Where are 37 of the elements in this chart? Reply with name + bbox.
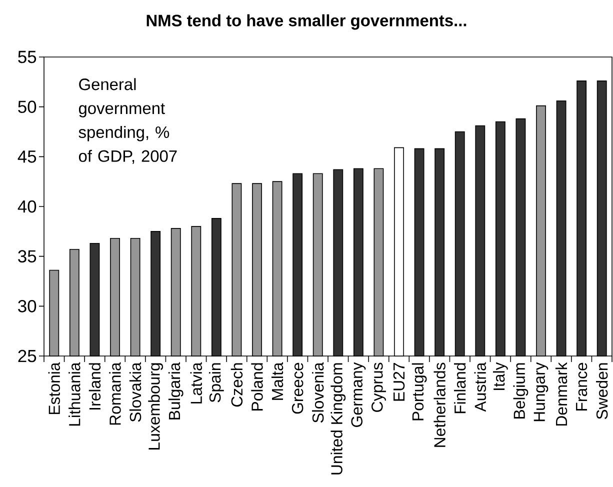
x-tick-label: Italy: [493, 362, 508, 390]
x-tick-label: Austria: [474, 362, 486, 412]
x-tick-label: Lithuania: [68, 362, 80, 426]
y-tick-label: 55: [18, 50, 36, 64]
annotation: General government spending, % of GDP, 2007: [78, 78, 177, 164]
x-tick-label: Czech: [230, 363, 243, 407]
x-tick-label: United Kingdom: [330, 363, 346, 474]
x-tick-label: Denmark: [555, 362, 568, 426]
y-tick-label: 50: [18, 100, 36, 114]
x-tick-label: Portugal: [412, 363, 427, 420]
x-tick-label: Poland: [251, 363, 263, 411]
x-tick-label: Greece: [292, 362, 304, 414]
x-tick-label: EU27: [393, 363, 405, 401]
x-tick-label: Finland: [454, 363, 466, 414]
x-tick-label: Ireland: [88, 363, 101, 410]
x-tick-label: Netherlands: [434, 362, 446, 447]
y-tick-label: 25: [18, 350, 36, 362]
x-tick-label: Slovenia: [312, 362, 324, 423]
x-tick-label: Bulgaria: [168, 362, 184, 420]
x-tick-label: Cyprus: [372, 362, 386, 412]
x-tick-label: Estonia: [48, 362, 60, 414]
x-tick-label: Germany: [351, 362, 366, 427]
x-tick-label: Sweden: [596, 363, 608, 420]
x-tick-label: Luxembourg: [148, 363, 164, 450]
x-tick-label: Spain: [209, 363, 224, 402]
x-tick-label: Latvia: [190, 362, 202, 404]
x-tick-label: Malta: [271, 362, 284, 400]
x-tick-label: Slovakia: [129, 362, 142, 422]
x-tick-label: Hungary: [534, 362, 548, 422]
y-tick-label: 45: [18, 150, 36, 163]
chart-title: NMS tend to have smaller governments...: [146, 14, 466, 30]
y-tick-label: 30: [18, 300, 36, 312]
y-tick-label: 40: [18, 200, 36, 213]
x-tick-label: Belgium: [513, 363, 528, 418]
x-tick-label: France: [576, 362, 588, 410]
x-tick-label: Romania: [109, 362, 121, 425]
y-tick-label: 35: [18, 250, 36, 263]
